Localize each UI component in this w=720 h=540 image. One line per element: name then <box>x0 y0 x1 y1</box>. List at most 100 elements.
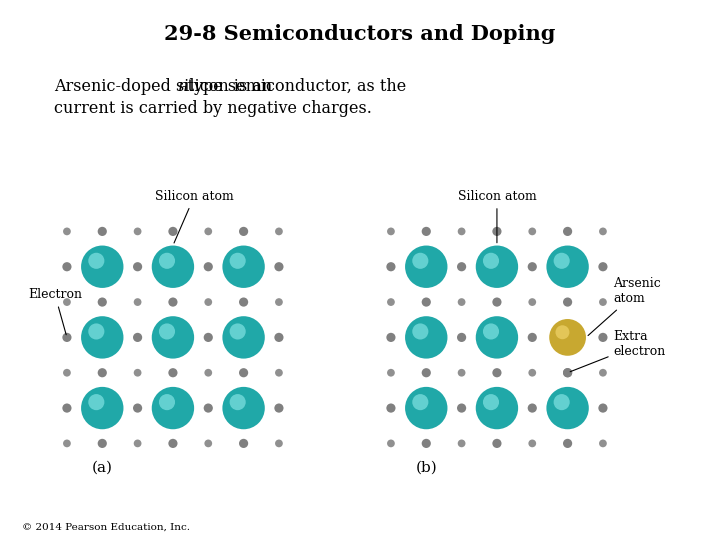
Text: -type semiconductor, as the: -type semiconductor, as the <box>182 78 407 95</box>
Circle shape <box>458 369 466 376</box>
Text: Silicon atom: Silicon atom <box>457 190 536 243</box>
Circle shape <box>168 439 178 448</box>
Circle shape <box>134 298 142 306</box>
Circle shape <box>476 246 518 288</box>
Circle shape <box>387 369 395 376</box>
Circle shape <box>599 440 607 447</box>
Circle shape <box>159 253 175 269</box>
Circle shape <box>598 403 608 413</box>
Circle shape <box>63 403 71 413</box>
Circle shape <box>422 368 431 377</box>
Circle shape <box>492 368 502 377</box>
Circle shape <box>554 394 570 410</box>
Circle shape <box>492 298 502 307</box>
Circle shape <box>546 387 589 429</box>
Circle shape <box>599 227 607 235</box>
Circle shape <box>274 333 284 342</box>
Text: (b): (b) <box>415 461 437 475</box>
Circle shape <box>230 323 246 340</box>
Circle shape <box>405 246 447 288</box>
Circle shape <box>63 333 71 342</box>
Circle shape <box>598 333 608 342</box>
Circle shape <box>563 227 572 236</box>
Circle shape <box>204 403 213 413</box>
Circle shape <box>483 394 499 410</box>
Circle shape <box>563 298 572 307</box>
Circle shape <box>133 403 142 413</box>
Circle shape <box>239 227 248 236</box>
Circle shape <box>89 253 104 269</box>
Circle shape <box>230 253 246 269</box>
Circle shape <box>413 394 428 410</box>
Circle shape <box>204 440 212 447</box>
Circle shape <box>458 440 466 447</box>
Circle shape <box>563 439 572 448</box>
Circle shape <box>168 227 178 236</box>
Circle shape <box>63 262 71 271</box>
Circle shape <box>239 368 248 377</box>
Circle shape <box>599 369 607 376</box>
Circle shape <box>230 394 246 410</box>
Circle shape <box>63 369 71 376</box>
Circle shape <box>274 262 284 271</box>
Text: current is carried by negative charges.: current is carried by negative charges. <box>54 100 372 117</box>
Circle shape <box>549 319 586 356</box>
Circle shape <box>554 253 570 269</box>
Circle shape <box>555 325 570 339</box>
Circle shape <box>492 227 502 236</box>
Circle shape <box>239 439 248 448</box>
Circle shape <box>563 368 572 377</box>
Circle shape <box>134 227 142 235</box>
Circle shape <box>81 316 123 359</box>
Text: © 2014 Pearson Education, Inc.: © 2014 Pearson Education, Inc. <box>22 523 189 532</box>
Circle shape <box>63 440 71 447</box>
Circle shape <box>457 403 466 413</box>
Circle shape <box>204 298 212 306</box>
Circle shape <box>405 316 447 359</box>
Circle shape <box>152 387 194 429</box>
Circle shape <box>546 246 589 288</box>
Circle shape <box>275 227 283 235</box>
Circle shape <box>387 262 395 271</box>
Circle shape <box>275 369 283 376</box>
Circle shape <box>63 298 71 306</box>
Circle shape <box>159 323 175 340</box>
Circle shape <box>387 440 395 447</box>
Circle shape <box>458 298 466 306</box>
Circle shape <box>204 333 213 342</box>
Circle shape <box>159 394 175 410</box>
Text: Arsenic-doped silicon is an: Arsenic-doped silicon is an <box>54 78 277 95</box>
Text: Arsenic
atom: Arsenic atom <box>588 278 661 335</box>
Circle shape <box>528 227 536 235</box>
Circle shape <box>133 262 142 271</box>
Circle shape <box>528 262 537 271</box>
Circle shape <box>528 333 537 342</box>
Text: (a): (a) <box>91 461 113 475</box>
Circle shape <box>387 298 395 306</box>
Circle shape <box>275 298 283 306</box>
Circle shape <box>483 253 499 269</box>
Circle shape <box>134 440 142 447</box>
Circle shape <box>222 246 265 288</box>
Circle shape <box>457 262 466 271</box>
Circle shape <box>152 316 194 359</box>
Circle shape <box>457 333 466 342</box>
Circle shape <box>134 369 142 376</box>
Circle shape <box>204 227 212 235</box>
Circle shape <box>598 262 608 271</box>
Circle shape <box>387 333 395 342</box>
Circle shape <box>387 227 395 235</box>
Circle shape <box>168 298 178 307</box>
Circle shape <box>133 333 142 342</box>
Circle shape <box>81 387 123 429</box>
Text: Extra
electron: Extra electron <box>570 330 666 372</box>
Circle shape <box>528 369 536 376</box>
Circle shape <box>422 439 431 448</box>
Circle shape <box>528 440 536 447</box>
Circle shape <box>89 323 104 340</box>
Circle shape <box>89 394 104 410</box>
Circle shape <box>599 298 607 306</box>
Circle shape <box>98 298 107 307</box>
Text: Silicon atom: Silicon atom <box>155 190 233 243</box>
Circle shape <box>413 253 428 269</box>
